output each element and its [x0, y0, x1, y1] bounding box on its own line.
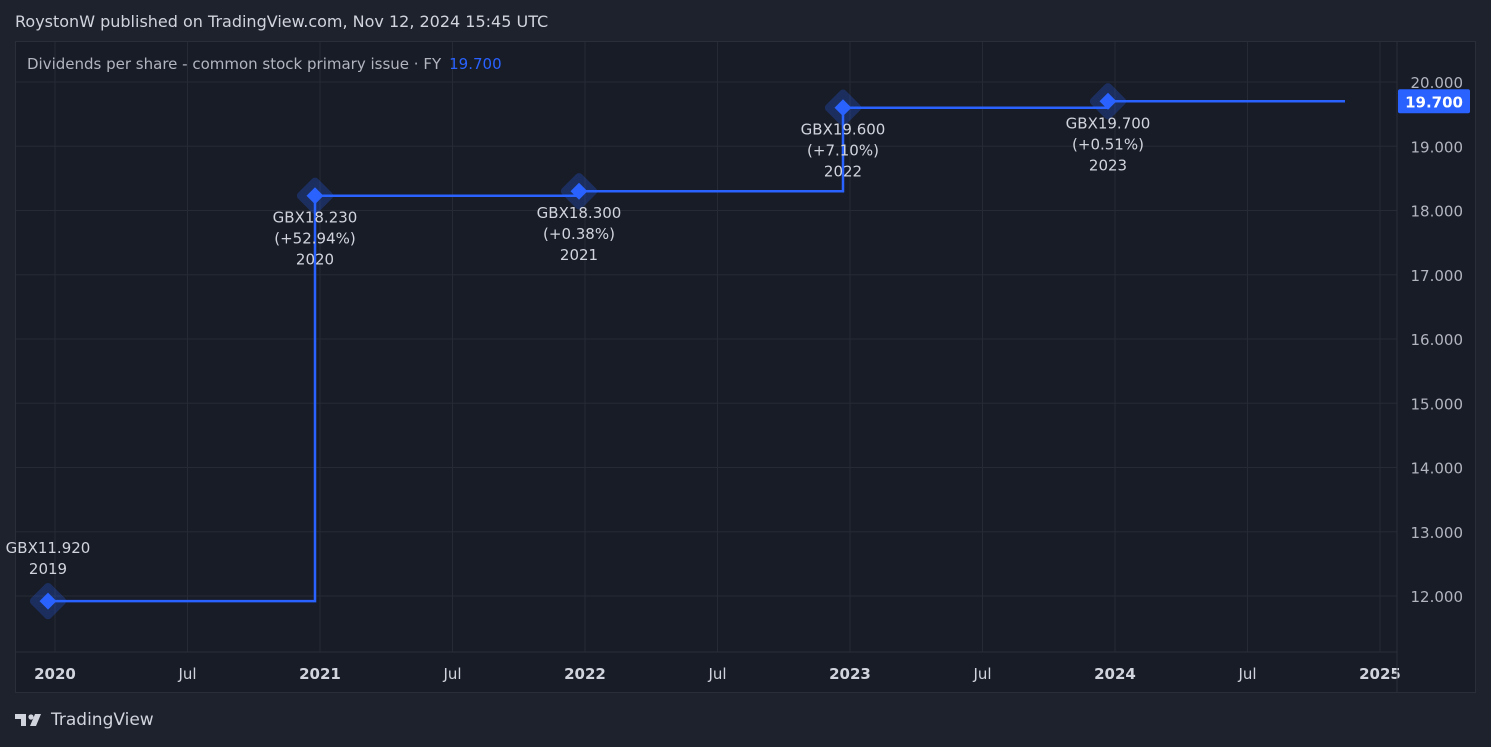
point-label: (+0.38%)	[543, 225, 615, 243]
x-tick-label: Jul	[972, 665, 991, 683]
tradingview-logo[interactable]: TradingView	[15, 710, 154, 730]
series-legend[interactable]: Dividends per share - common stock prima…	[27, 55, 502, 73]
x-tick-label: 2022	[564, 665, 606, 683]
point-label: 2023	[1089, 156, 1127, 174]
point-label: (+52.94%)	[274, 230, 355, 248]
y-tick-label: 20.000	[1411, 74, 1464, 92]
y-tick-label: 17.000	[1411, 267, 1464, 285]
data-point-diamond	[39, 592, 57, 610]
x-tick-label: 2020	[34, 665, 76, 683]
last-value-label: 19.700	[1405, 93, 1463, 111]
point-label: GBX18.300	[537, 204, 622, 222]
point-label: 2021	[560, 246, 598, 264]
last-value-badge	[1398, 89, 1470, 114]
point-label: GBX19.700	[1066, 114, 1151, 132]
data-point-diamond	[570, 182, 588, 200]
y-tick-label: 18.000	[1411, 203, 1464, 221]
x-tick-label: Jul	[707, 665, 726, 683]
x-tick-label: 2025	[1359, 665, 1401, 683]
point-label: 2022	[824, 163, 862, 181]
data-point-diamond	[834, 99, 852, 117]
x-tick-label: 2024	[1094, 665, 1136, 683]
y-tick-label: 12.000	[1411, 588, 1464, 606]
point-label: 2020	[296, 251, 334, 269]
x-tick-label: Jul	[1237, 665, 1256, 683]
legend-value: 19.700	[449, 55, 502, 73]
point-label: GBX19.600	[801, 121, 886, 139]
tradingview-logo-icon	[15, 714, 41, 726]
publish-header: RoystonW published on TradingView.com, N…	[15, 12, 549, 31]
legend-title: Dividends per share - common stock prima…	[27, 55, 442, 73]
point-label: GBX11.920	[6, 539, 91, 557]
x-tick-label: 2021	[299, 665, 341, 683]
y-tick-label: 15.000	[1411, 395, 1464, 413]
y-tick-label: 13.000	[1411, 524, 1464, 542]
x-tick-label: Jul	[442, 665, 461, 683]
x-tick-label: 2023	[829, 665, 871, 683]
dividend-step-line	[48, 100, 1345, 603]
chart-frame[interactable]	[15, 41, 1476, 693]
point-label: GBX18.230	[273, 209, 358, 227]
footer-brand: TradingView	[51, 710, 154, 730]
point-label: (+0.51%)	[1072, 135, 1144, 153]
point-label: (+7.10%)	[807, 142, 879, 160]
y-tick-label: 19.000	[1411, 138, 1464, 156]
x-tick-label: Jul	[177, 665, 196, 683]
data-point-diamond	[306, 187, 324, 205]
y-tick-label: 14.000	[1411, 460, 1464, 478]
y-tick-label: 16.000	[1411, 331, 1464, 349]
point-label: 2019	[29, 560, 67, 578]
